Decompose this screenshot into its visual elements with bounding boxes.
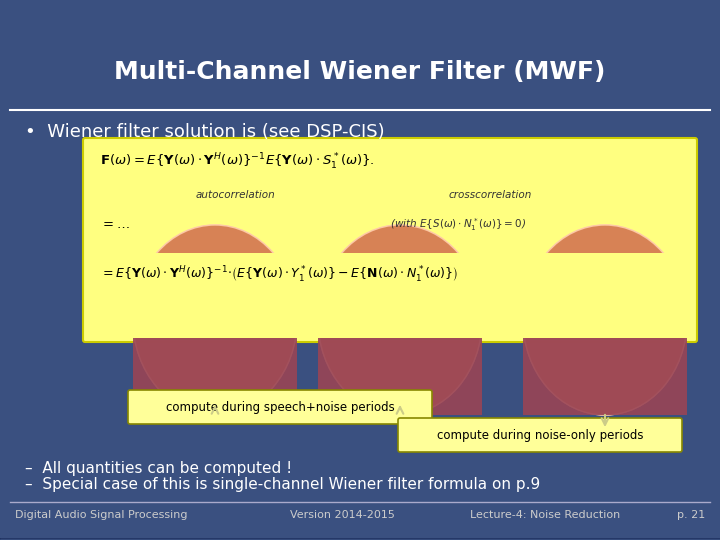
Text: Version 2014-2015: Version 2014-2015 — [290, 510, 395, 520]
Text: compute during speech+noise periods: compute during speech+noise periods — [166, 401, 395, 414]
Text: compute during noise-only periods: compute during noise-only periods — [437, 429, 643, 442]
Ellipse shape — [523, 225, 687, 415]
FancyBboxPatch shape — [523, 320, 687, 415]
FancyBboxPatch shape — [318, 320, 482, 415]
Text: •  Wiener filter solution is (see DSP-CIS): • Wiener filter solution is (see DSP-CIS… — [25, 123, 384, 141]
Ellipse shape — [318, 225, 482, 415]
FancyBboxPatch shape — [133, 320, 297, 415]
Ellipse shape — [133, 225, 297, 415]
Text: $= E\{\mathbf{Y}(\omega)\cdot\mathbf{Y}^H(\omega)\}^{-1}\!\cdot\!\left(E\{\mathb: $= E\{\mathbf{Y}(\omega)\cdot\mathbf{Y}^… — [100, 265, 458, 285]
Ellipse shape — [318, 225, 482, 415]
Text: p. 21: p. 21 — [677, 510, 705, 520]
Text: –  Special case of this is single-channel Wiener filter formula on p.9: – Special case of this is single-channel… — [25, 477, 540, 492]
Text: crosscorrelation: crosscorrelation — [449, 190, 531, 200]
FancyBboxPatch shape — [128, 390, 432, 424]
FancyBboxPatch shape — [398, 418, 682, 452]
Ellipse shape — [523, 225, 687, 415]
FancyBboxPatch shape — [83, 138, 697, 342]
Text: –  All quantities can be computed !: – All quantities can be computed ! — [25, 461, 292, 476]
Text: Lecture-4: Noise Reduction: Lecture-4: Noise Reduction — [470, 510, 620, 520]
Text: Digital Audio Signal Processing: Digital Audio Signal Processing — [15, 510, 187, 520]
Text: Multi-Channel Wiener Filter (MWF): Multi-Channel Wiener Filter (MWF) — [114, 60, 606, 84]
Ellipse shape — [133, 225, 297, 415]
Text: $= \ldots$: $= \ldots$ — [100, 219, 130, 232]
Text: (with $E\{S(\omega)\cdot N_1^*(\omega)\} = 0$): (with $E\{S(\omega)\cdot N_1^*(\omega)\}… — [390, 217, 526, 233]
Text: autocorrelation: autocorrelation — [195, 190, 275, 200]
Text: $\mathbf{F}(\omega) = E\{\mathbf{Y}(\omega)\cdot\mathbf{Y}^H(\omega)\}^{-1} E\{\: $\mathbf{F}(\omega) = E\{\mathbf{Y}(\ome… — [100, 152, 374, 172]
Bar — [87, 253, 693, 338]
